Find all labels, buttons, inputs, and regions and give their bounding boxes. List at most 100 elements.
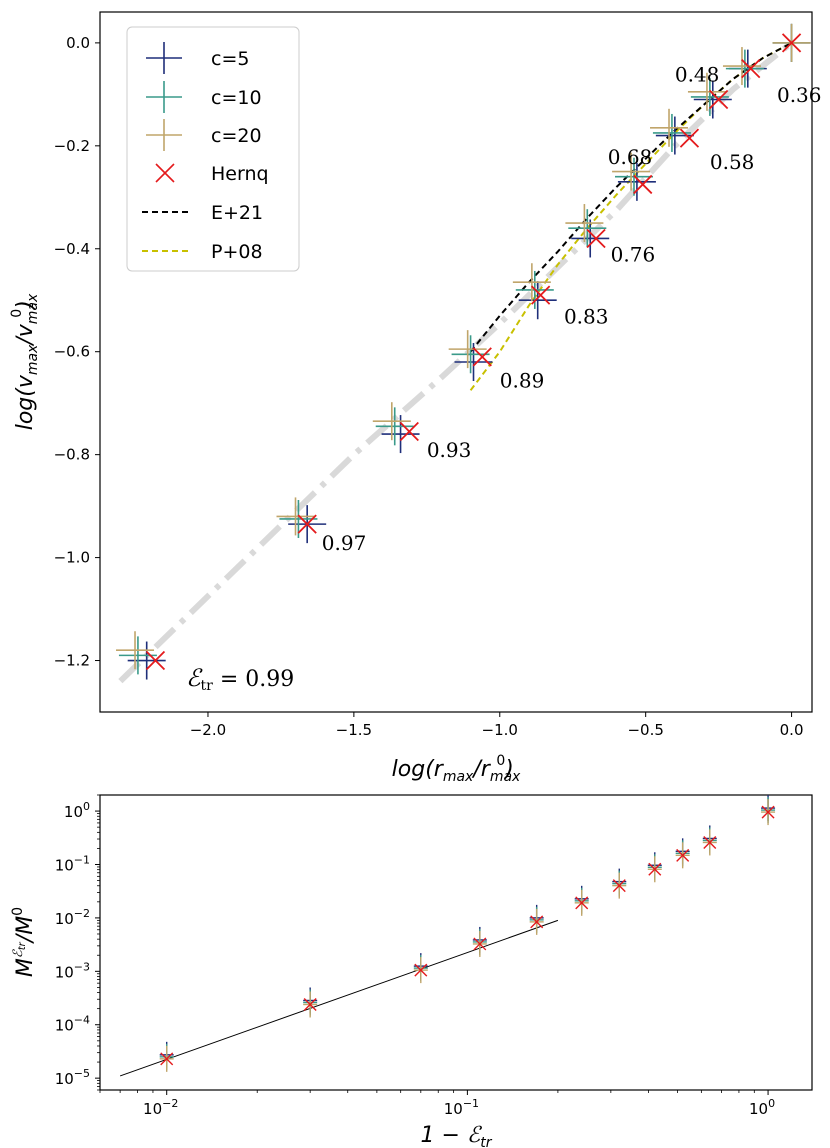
bottom-point-hernq-8-b xyxy=(676,848,690,862)
bottom-y-tick-base-1: 10 xyxy=(55,1017,74,1035)
top-x-tick-label-1: −1.5 xyxy=(336,721,372,739)
bottom-point-hernq-7-b xyxy=(648,862,662,876)
bottom-y-tick-exponent-4: −1 xyxy=(74,853,90,866)
point-hernq-0-b xyxy=(145,650,166,671)
bottom-x-tick-label-1: 10−1 xyxy=(444,1097,479,1118)
tr-label-symbol: ℰ xyxy=(186,664,203,692)
point-hernq-5-b xyxy=(586,228,606,249)
legend-swatch-hernq-b xyxy=(155,163,175,183)
legend-item-hernq: Hernq xyxy=(155,163,269,185)
fit-line xyxy=(119,919,559,1077)
top-markers xyxy=(116,23,811,680)
legend-label-c5: c=5 xyxy=(211,48,249,70)
annotation-0-36: 0.36 xyxy=(777,83,822,107)
annotation-0-89: 0.89 xyxy=(500,369,545,393)
bottom-x-tick-label-2: 100 xyxy=(749,1097,775,1118)
top-y-tick-label-1: −0.2 xyxy=(54,137,90,155)
top-x-tick-label-2: −1.0 xyxy=(482,721,518,739)
point-hernq-6-b xyxy=(633,174,653,195)
bottom-point-hernq-3-b xyxy=(473,937,487,951)
legend-label-hernq: Hernq xyxy=(211,163,269,185)
bottom-x-axis-label: 1 − ℰtr xyxy=(421,1123,493,1148)
point-hernq-9-b xyxy=(741,58,761,79)
bottom-point-hernq-4-b xyxy=(530,915,544,929)
bottom-y-tick-base-5: 10 xyxy=(64,803,83,821)
bottom-y-tick-exponent-1: −4 xyxy=(74,1014,90,1027)
bottom-y-tick-base-4: 10 xyxy=(55,856,74,874)
bottom-point-hernq-1-b xyxy=(303,997,317,1011)
bottom-y-tick-base-3: 10 xyxy=(55,910,74,928)
tr-label: ℰtr = 0.99 xyxy=(186,664,294,694)
bottom-y-tick-label-3: 10−2 xyxy=(55,907,90,928)
top-y-axis-label: log(vmax/vmax0) xyxy=(9,293,41,430)
top-y-tick-label-6: −1.2 xyxy=(54,652,90,670)
tr-label-subscript: tr xyxy=(201,678,214,694)
top-x-tick-label-4: 0.0 xyxy=(780,721,804,739)
annotation-0-68: 0.68 xyxy=(608,145,653,169)
point-hernq-2-b xyxy=(399,421,419,442)
bottom-plot-frame xyxy=(99,794,813,1091)
legend-item-c5: c=5 xyxy=(146,42,249,74)
legend-item-c10: c=10 xyxy=(146,81,262,113)
top-ticks: −2.0 −1.5 −1.0 −0.5 0.0 0.0 −0.2 −0.4 −0.6 −0.8 −1… xyxy=(54,34,804,739)
legend: c=5 c=10 c=20 Hernq E+21 xyxy=(126,26,300,272)
line-p-08 xyxy=(469,42,793,391)
bottom-lines xyxy=(119,919,559,1077)
bottom-y-tick-label-1: 10−4 xyxy=(55,1014,90,1035)
annotation-0-93: 0.93 xyxy=(427,438,472,462)
bottom-y-tick-exponent-3: −2 xyxy=(74,907,90,920)
bottom-y-tick-base-2: 10 xyxy=(55,963,74,981)
point-hernq-8-b xyxy=(708,89,729,110)
point-hernq-1-b xyxy=(297,514,317,534)
bottom-y-tick-exponent-0: −5 xyxy=(74,1067,90,1080)
annotation-0-58: 0.58 xyxy=(710,150,755,174)
legend-label-c20: c=20 xyxy=(211,125,262,147)
bottom-y-tick-base-0: 10 xyxy=(55,1070,74,1088)
top-x-tick-label-3: −0.5 xyxy=(627,721,663,739)
tr-label-value: = 0.99 xyxy=(213,667,294,692)
bottom-markers xyxy=(159,795,776,1072)
top-y-tick-label-2: −0.4 xyxy=(54,240,90,258)
bottom-point-hernq-6-b xyxy=(612,879,626,893)
bottom-y-tick-exponent-2: −3 xyxy=(74,960,90,973)
bottom-x-tick-exponent-2: 0 xyxy=(768,1097,775,1110)
point-hernq-7-b xyxy=(679,128,700,148)
top-y-tick-label-4: −0.8 xyxy=(54,446,90,464)
annotation-0-97: 0.97 xyxy=(322,531,367,555)
bottom-point-hernq-5-b xyxy=(575,896,589,910)
bottom-y-tick-label-4: 10−1 xyxy=(55,853,90,874)
top-x-axis-label: log(rmax/rmax0) xyxy=(392,753,521,785)
annotation-0-76: 0.76 xyxy=(611,243,656,267)
bottom-y-tick-label-0: 10−5 xyxy=(55,1067,90,1088)
point-hernq-3-b xyxy=(472,347,492,367)
bottom-point-hernq-9-b xyxy=(703,835,717,849)
legend-label-c10: c=10 xyxy=(211,87,262,109)
legend-item-c20: c=20 xyxy=(146,119,262,151)
line-tidal-track xyxy=(118,40,794,684)
top-plot-frame xyxy=(99,11,813,713)
top-annotations: 0.36 0.48 0.58 0.68 0.76 0.83 0.89 0.93 0.97 xyxy=(322,62,822,554)
annotation-0-48: 0.48 xyxy=(675,62,720,86)
bottom-point-hernq-10-b xyxy=(761,805,775,819)
top-y-tick-label-0: 0.0 xyxy=(66,34,90,52)
bottom-x-tick-label-0: 10−2 xyxy=(143,1097,178,1118)
top-panel: −2.0 −1.5 −1.0 −0.5 0.0 0.0 −0.2 −0.4 −0.6 −0.8 −1… xyxy=(9,11,822,785)
legend-label-p08: P+08 xyxy=(211,241,263,263)
legend-label-e21: E+21 xyxy=(211,202,263,224)
top-x-tick-label-0: −2.0 xyxy=(190,721,226,739)
bottom-x-tick-exponent-0: −2 xyxy=(162,1097,178,1110)
bottom-point-hernq-2-b xyxy=(414,963,428,977)
bottom-y-tick-label-2: 10−3 xyxy=(55,960,90,981)
bottom-point-hernq-0-b xyxy=(160,1052,174,1066)
bottom-x-tick-exponent-1: −1 xyxy=(463,1097,479,1110)
annotation-0-83: 0.83 xyxy=(564,304,609,328)
legend-item-e21: E+21 xyxy=(142,202,263,224)
bottom-y-axis-label: Mℰtr/M0 xyxy=(10,907,38,977)
top-y-tick-label-5: −1.0 xyxy=(54,549,90,567)
bottom-y-tick-label-5: 100 xyxy=(64,800,90,821)
point-hernq-10-b xyxy=(781,33,802,53)
top-y-tick-label-3: −0.6 xyxy=(54,343,90,361)
